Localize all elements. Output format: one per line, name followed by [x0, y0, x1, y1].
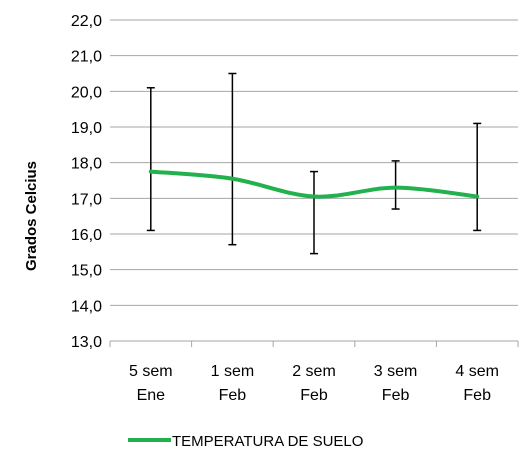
x-tick-label: 4 sem Feb	[455, 363, 499, 404]
x-tick-label: 3 sem Feb	[374, 363, 418, 404]
x-tick-label: 5 sem Ene	[129, 363, 173, 404]
y-tick-label: 22,0	[71, 13, 102, 30]
y-tick-label: 13,0	[71, 334, 102, 351]
error-bar	[391, 160, 400, 210]
y-tick-label: 17,0	[71, 191, 102, 208]
error-bars	[146, 72, 482, 255]
y-tick-label: 15,0	[71, 263, 102, 280]
y-tick-label: 21,0	[71, 49, 102, 66]
y-axis-title: Grados Celcius	[23, 161, 40, 271]
series-line-temperatura-de-suelo	[148, 169, 480, 199]
x-tick-label: 1 sem Feb	[211, 363, 255, 404]
y-tick-labels: 13,0 14,0 15,0 16,0 17,0 18,0 19,0 20,0 21,0 22,0	[71, 13, 102, 351]
series-layer	[148, 169, 480, 199]
error-bar	[473, 122, 482, 232]
y-tick-label: 16,0	[71, 227, 102, 244]
legend-label: TEMPERATURA DE SUELO	[172, 433, 363, 450]
y-tick-label: 20,0	[71, 84, 102, 101]
error-bar	[310, 170, 318, 255]
error-bar	[146, 87, 155, 232]
legend: TEMPERATURA DE SUELO	[128, 433, 363, 450]
y-tick-label: 14,0	[71, 298, 102, 315]
x-tick-label: 2 sem Feb	[292, 363, 336, 404]
y-tick-label: 19,0	[71, 120, 102, 137]
x-tick-labels: 5 sem Ene 1 sem Feb 2 sem Feb 3 sem Feb 4 sem Feb	[109, 341, 519, 404]
y-tick-label: 18,0	[71, 156, 102, 173]
error-bar	[228, 72, 237, 246]
